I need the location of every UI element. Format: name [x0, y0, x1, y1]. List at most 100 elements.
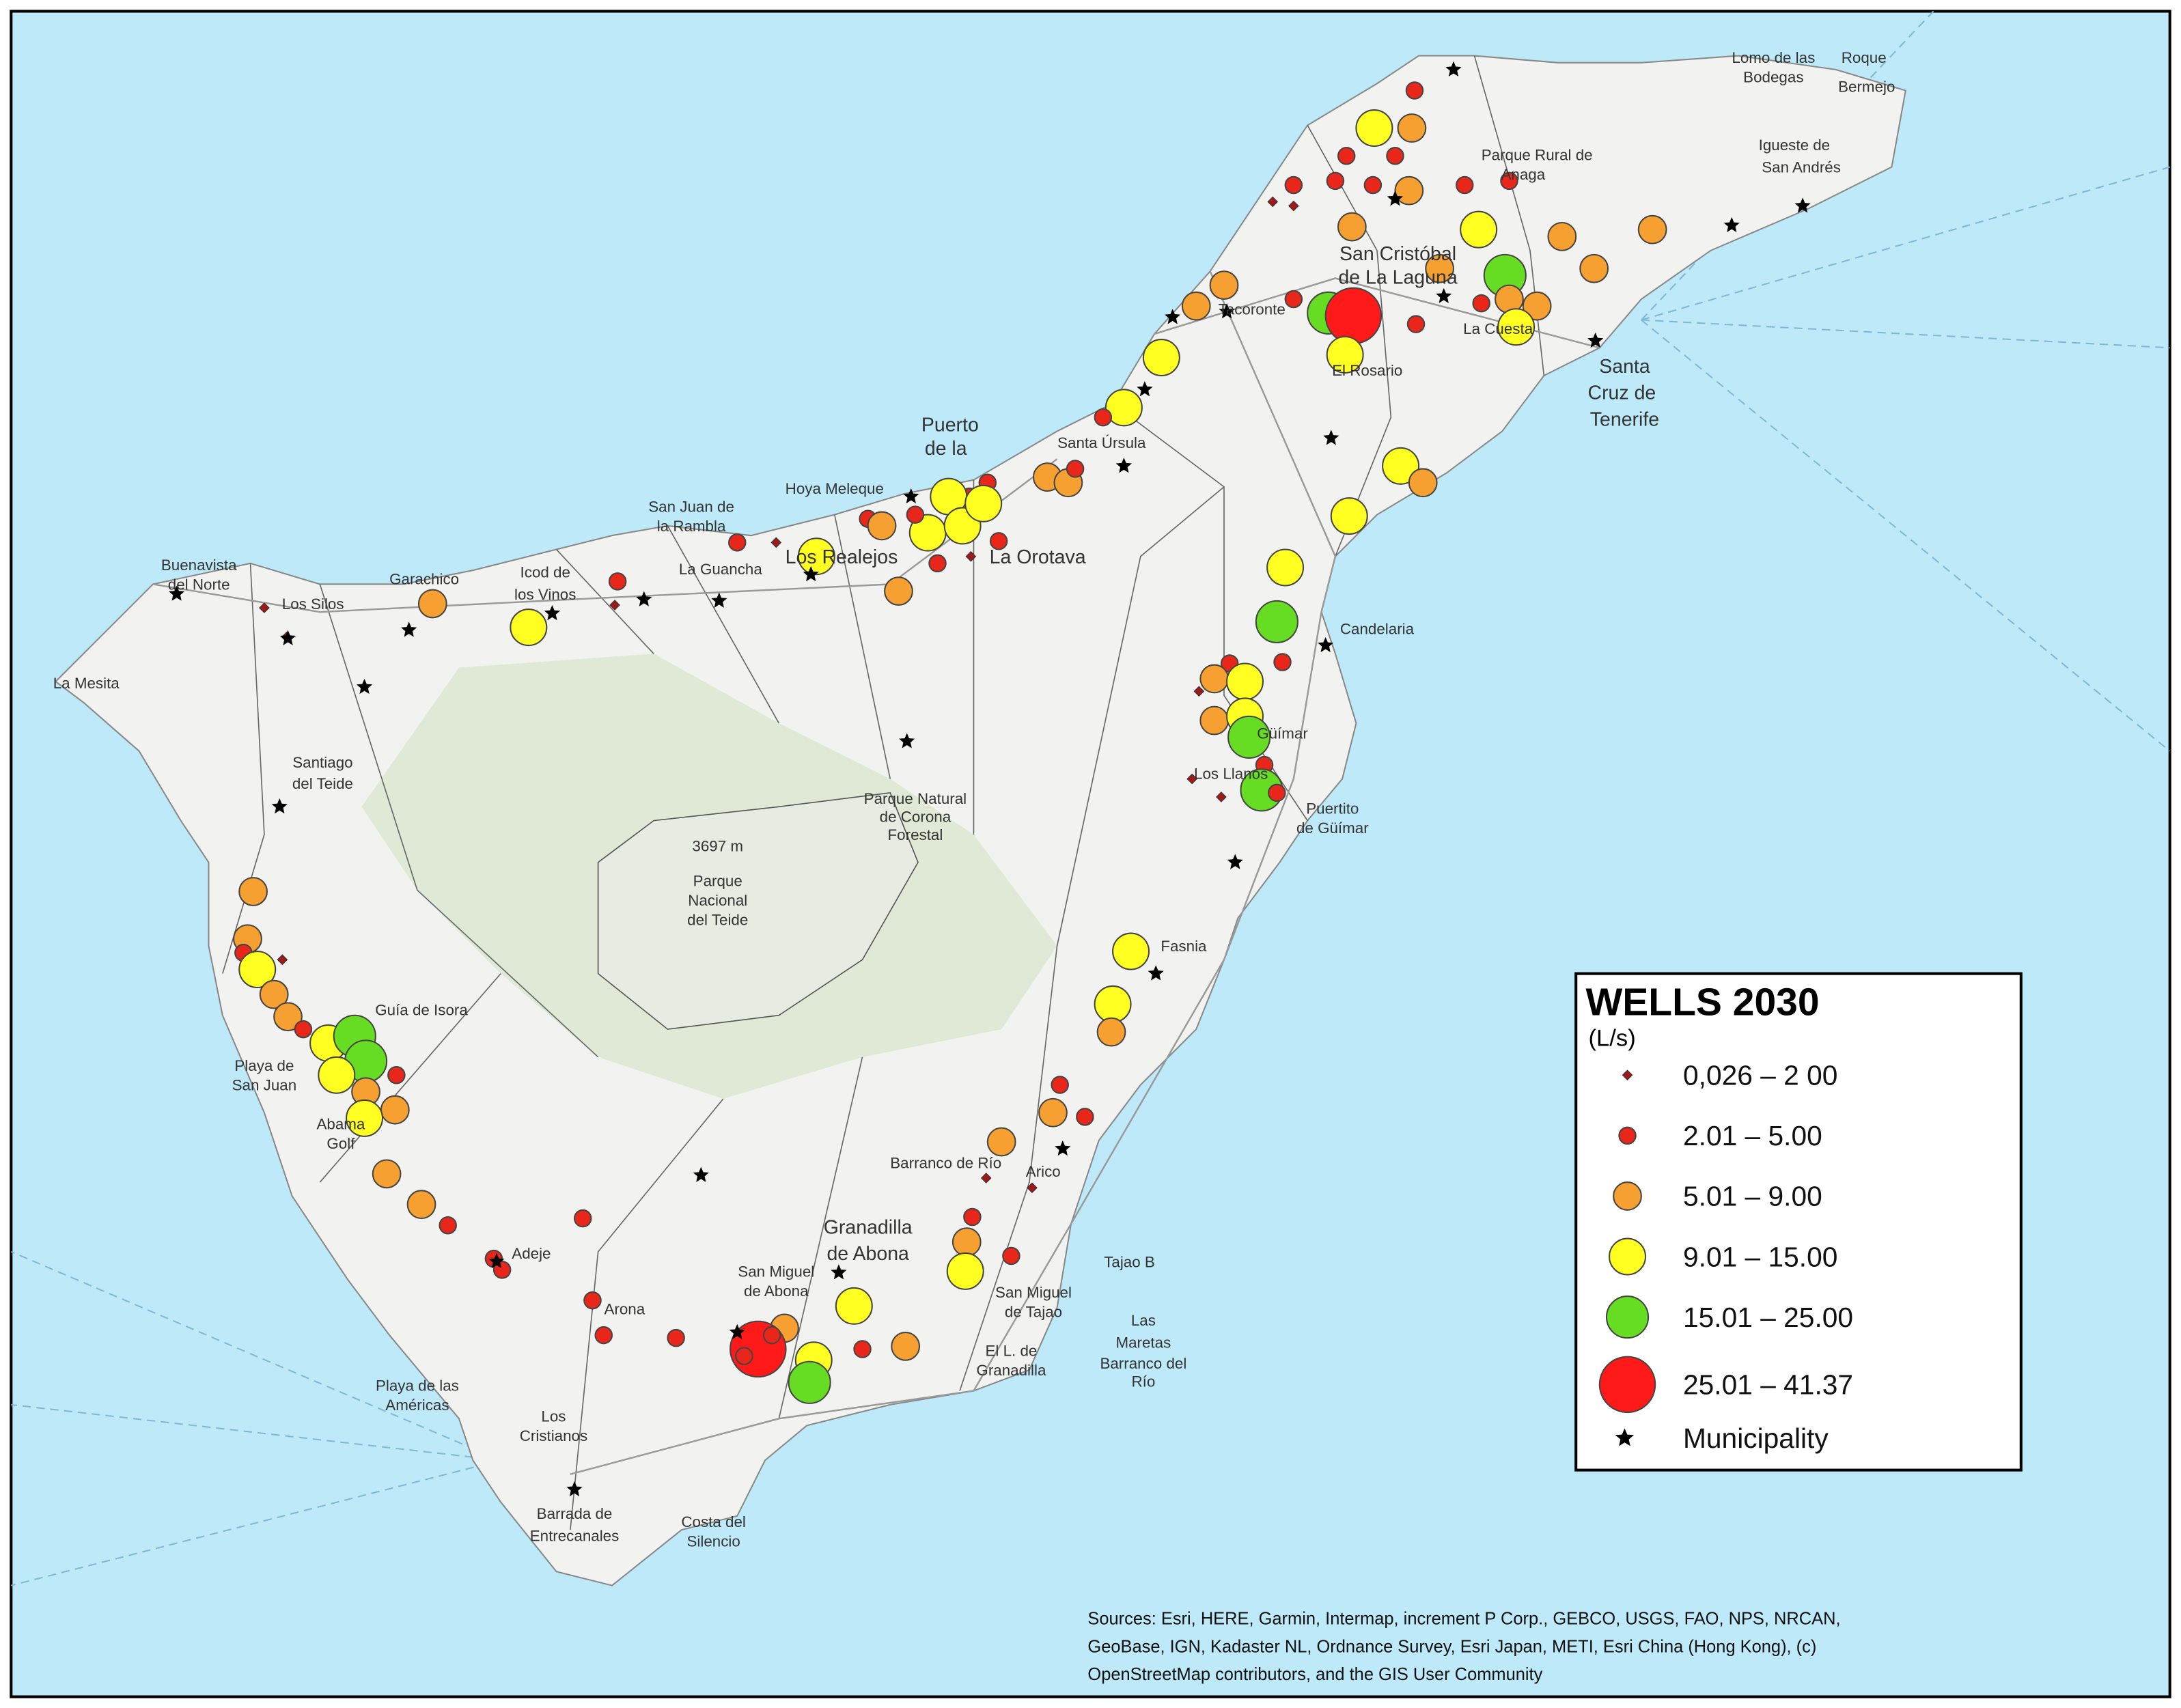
legend-symbol: [1605, 1296, 1650, 1339]
municipality-star: [803, 565, 819, 582]
place-label: de la: [925, 438, 967, 460]
well: [1267, 196, 1279, 208]
well: [1394, 176, 1424, 206]
well: [1266, 548, 1305, 587]
place-label: de Corona: [880, 809, 951, 826]
well: [1193, 686, 1205, 697]
municipality-star: [1723, 216, 1740, 233]
legend-symbol: [1622, 1069, 1633, 1081]
well: [1382, 447, 1420, 485]
well: [573, 1209, 592, 1228]
place-label: San Miguel: [738, 1263, 814, 1280]
place-label: Bodegas: [1743, 68, 1803, 85]
place-label: Arona: [604, 1301, 645, 1318]
well: [1425, 253, 1455, 283]
place-label: Garachico: [389, 570, 459, 587]
legend-label: 5.01 – 9.00: [1683, 1181, 1822, 1212]
place-label: Barranco de Río: [890, 1155, 1001, 1172]
place-label: El L. de: [985, 1343, 1037, 1360]
well: [1105, 389, 1143, 427]
place-label: los Vinos: [514, 586, 576, 603]
wells: [233, 81, 1667, 1404]
legend-label: Municipality: [1683, 1423, 1829, 1454]
well: [1076, 1108, 1094, 1126]
place-label: San Juan: [232, 1077, 297, 1094]
place-label: del Teide: [687, 911, 748, 928]
well: [946, 1252, 984, 1290]
place-label: La Mesita: [53, 675, 120, 692]
place-label: del Teide: [292, 775, 353, 792]
well: [965, 550, 977, 562]
municipality-star: [1115, 458, 1132, 473]
well: [318, 1056, 356, 1094]
municipality-star: [279, 630, 296, 645]
well: [1330, 497, 1368, 535]
well: [1406, 315, 1426, 333]
well: [583, 1291, 602, 1310]
legend-label: 9.01 – 15.00: [1683, 1241, 1837, 1272]
place-label: Playa de: [234, 1057, 294, 1074]
place-label: Lomo de las: [1732, 49, 1815, 66]
place-label: Silencio: [686, 1533, 740, 1550]
municipality-star: [636, 591, 652, 606]
source-line: GeoBase, IGN, Kadaster NL, Ordnance Surv…: [1087, 1637, 1816, 1656]
well: [259, 602, 270, 613]
well: [735, 1347, 753, 1365]
place-label: del Norte: [168, 576, 230, 593]
municipality-star: [1055, 1140, 1071, 1156]
place-label: San Cristóbal: [1339, 243, 1456, 265]
place-label: El Rosario: [1332, 362, 1402, 379]
well: [951, 1227, 982, 1257]
place-label: La Guancha: [679, 561, 762, 578]
municipality-star: [169, 585, 185, 601]
municipality-star: [729, 1324, 745, 1339]
municipality-star: [1219, 303, 1235, 319]
legend-symbol: [1598, 1356, 1656, 1414]
municipality-star: [1445, 61, 1462, 76]
well: [1288, 200, 1299, 212]
well: [1326, 335, 1364, 374]
place-label: Abama: [316, 1116, 365, 1133]
well: [439, 1216, 457, 1235]
well: [1637, 214, 1667, 244]
municipality-star: [488, 1252, 505, 1269]
place-label: Parque Rural de: [1482, 146, 1593, 163]
place-label: Las: [1131, 1312, 1156, 1329]
place-label: Playa de las: [376, 1377, 459, 1395]
place-label: de Abona: [826, 1243, 909, 1265]
well: [989, 532, 1008, 550]
well: [238, 877, 268, 906]
place-label: Santiago: [292, 754, 352, 771]
place-label: Icod de: [520, 563, 570, 580]
well: [1038, 1097, 1068, 1128]
legend-label: 25.01 – 41.37: [1683, 1369, 1853, 1401]
well: [1096, 1017, 1126, 1047]
well: [1324, 287, 1383, 345]
well: [294, 1020, 313, 1039]
municipality-star: [1794, 197, 1811, 213]
well: [1112, 932, 1150, 970]
place-label: Barranco del: [1100, 1355, 1186, 1372]
well: [835, 1287, 873, 1325]
place-label: Costa del: [681, 1513, 746, 1530]
municipality-star: [566, 1481, 583, 1497]
municipality-star: [1323, 430, 1339, 445]
well: [728, 533, 747, 552]
municipality-star: [1436, 288, 1452, 303]
legend-label: 15.01 – 25.00: [1683, 1302, 1853, 1333]
place-label: Granadilla: [976, 1362, 1046, 1379]
place-label: Tajao B: [1104, 1253, 1155, 1270]
place-label: Fasnia: [1161, 938, 1207, 955]
legend-label: 2.01 – 5.00: [1683, 1120, 1822, 1151]
well: [1326, 171, 1345, 191]
shipping-lanes: [10, 10, 2171, 1586]
place-label: Los Realejos: [786, 546, 898, 568]
place-label: Río: [1131, 1373, 1155, 1390]
well: [1268, 783, 1286, 802]
well: [259, 979, 289, 1009]
well: [928, 554, 947, 573]
place-label: Cristianos: [520, 1427, 587, 1444]
well: [1386, 147, 1404, 165]
well: [867, 511, 897, 541]
well: [1273, 653, 1292, 671]
